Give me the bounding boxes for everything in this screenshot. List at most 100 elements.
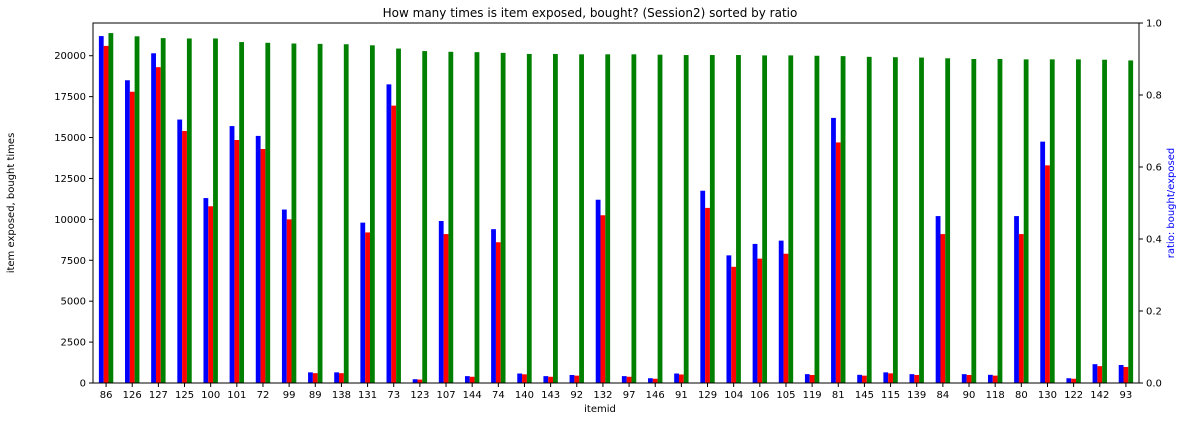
bar-series3-90 bbox=[971, 59, 977, 383]
bar-series2-140 bbox=[522, 374, 527, 383]
bar-series3-115 bbox=[892, 57, 898, 383]
x-tick-label-90: 90 bbox=[963, 390, 976, 401]
y-tick-label: 2500 bbox=[61, 338, 86, 349]
bar-series3-123 bbox=[422, 51, 428, 383]
x-tick-label-146: 146 bbox=[646, 390, 665, 401]
x-tick-label-145: 145 bbox=[855, 390, 874, 401]
bar-series2-89 bbox=[312, 373, 318, 383]
bar-series1-127 bbox=[151, 53, 156, 384]
bar-series3-126 bbox=[134, 36, 140, 383]
bar-series2-107 bbox=[443, 234, 449, 383]
bar-series3-86 bbox=[108, 33, 114, 383]
x-tick-label-101: 101 bbox=[227, 390, 246, 401]
x-axis-label: itemid bbox=[584, 404, 616, 415]
bar-series1-139 bbox=[909, 374, 915, 383]
x-tick-label-104: 104 bbox=[724, 390, 743, 401]
bar-series1-140 bbox=[517, 373, 523, 383]
bar-series2-119 bbox=[809, 374, 815, 383]
y2-tick-label: 1.0 bbox=[1146, 19, 1162, 30]
x-tick-label-139: 139 bbox=[907, 390, 926, 401]
bar-series2-122 bbox=[1071, 378, 1077, 383]
bar-series3-73 bbox=[396, 48, 401, 384]
bar-series1-93 bbox=[1118, 365, 1124, 383]
bar-series3-80 bbox=[1023, 59, 1029, 384]
x-tick-label-106: 106 bbox=[750, 390, 769, 401]
x-tick-label-86: 86 bbox=[100, 390, 113, 401]
bar-series3-92 bbox=[579, 54, 584, 383]
bar-series3-105 bbox=[788, 55, 794, 384]
x-tick-label-89: 89 bbox=[309, 390, 322, 401]
bar-series3-143 bbox=[553, 53, 558, 384]
bar-series3-72 bbox=[265, 42, 271, 384]
bar-series2-106 bbox=[757, 258, 763, 383]
y-axis-label: item exposed, bought times bbox=[6, 133, 17, 274]
bar-series2-99 bbox=[286, 219, 292, 383]
bar-series3-91 bbox=[683, 55, 689, 383]
bar-series3-138 bbox=[343, 44, 349, 384]
x-tick-label-107: 107 bbox=[436, 390, 455, 401]
bar-series3-93 bbox=[1128, 60, 1134, 383]
bar-series2-131 bbox=[365, 232, 370, 383]
bar-series1-125 bbox=[177, 119, 183, 384]
bar-series2-81 bbox=[835, 142, 841, 383]
bar-series1-122 bbox=[1066, 378, 1072, 383]
x-tick-label-140: 140 bbox=[515, 390, 534, 401]
bar-series2-127 bbox=[155, 67, 161, 384]
bar-series1-86 bbox=[98, 36, 104, 384]
bar-series2-143 bbox=[548, 376, 554, 383]
bar-series3-81 bbox=[840, 56, 846, 384]
bar-series2-115 bbox=[888, 373, 893, 383]
bar-series1-104 bbox=[726, 255, 732, 383]
bar-series1-146 bbox=[648, 378, 653, 383]
bar-series1-92 bbox=[569, 374, 575, 383]
y2-tick-label: 0.2 bbox=[1146, 307, 1162, 318]
y2-tick-label: 0.6 bbox=[1146, 163, 1162, 174]
bar-series3-142 bbox=[1102, 59, 1107, 383]
y2-tick-label: 0.0 bbox=[1146, 379, 1162, 390]
bar-series1-73 bbox=[386, 84, 392, 384]
bar-series3-89 bbox=[317, 43, 323, 383]
chart-title: How many times is item exposed, bought? … bbox=[383, 6, 798, 20]
bar-series2-74 bbox=[495, 242, 501, 383]
bar-series3-146 bbox=[657, 54, 663, 384]
bar-series1-119 bbox=[804, 374, 810, 383]
bars-group bbox=[98, 33, 1134, 384]
x-tick-label-130: 130 bbox=[1038, 390, 1057, 401]
x-tick-label-138: 138 bbox=[332, 390, 351, 401]
x-tick-label-132: 132 bbox=[593, 390, 612, 401]
x-tick-label-81: 81 bbox=[832, 390, 845, 401]
x-tick-label-143: 143 bbox=[541, 390, 560, 401]
bar-series2-72 bbox=[260, 149, 266, 383]
bar-series2-86 bbox=[103, 45, 109, 383]
bar-series3-74 bbox=[500, 52, 506, 383]
bar-series3-107 bbox=[448, 51, 454, 384]
bar-series1-101 bbox=[229, 126, 235, 383]
bar-series3-127 bbox=[160, 38, 166, 384]
x-tick-label-142: 142 bbox=[1090, 390, 1109, 401]
x-tick-label-126: 126 bbox=[123, 390, 142, 401]
bar-series3-125 bbox=[186, 38, 192, 383]
y-tick-label: 12500 bbox=[54, 174, 86, 185]
bar-series3-144 bbox=[474, 52, 480, 383]
bar-series1-145 bbox=[857, 374, 863, 383]
x-tick-label-99: 99 bbox=[283, 390, 296, 401]
bar-series3-101 bbox=[239, 42, 245, 383]
bar-series3-140 bbox=[526, 53, 532, 384]
x-tick-label-144: 144 bbox=[463, 390, 482, 401]
bar-series2-93 bbox=[1123, 366, 1129, 383]
bar-series1-142 bbox=[1092, 364, 1098, 383]
bar-series2-92 bbox=[574, 375, 580, 383]
bar-series1-72 bbox=[255, 135, 261, 383]
bar-series3-106 bbox=[762, 55, 768, 384]
x-tick-label-100: 100 bbox=[201, 390, 220, 401]
y-tick-label: 20000 bbox=[54, 51, 86, 62]
bar-series2-101 bbox=[234, 140, 240, 383]
bar-series2-132 bbox=[600, 215, 606, 383]
bar-series1-84 bbox=[935, 216, 941, 383]
bar-series1-91 bbox=[674, 373, 679, 383]
bar-series1-100 bbox=[203, 198, 209, 383]
x-tick-label-73: 73 bbox=[387, 390, 400, 401]
x-tick-label-72: 72 bbox=[257, 390, 270, 401]
y2-tick-label: 0.8 bbox=[1146, 91, 1162, 102]
